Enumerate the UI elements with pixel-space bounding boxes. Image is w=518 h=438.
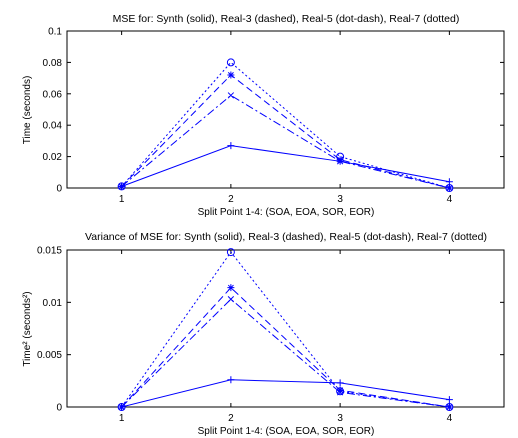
y-tick-label: 0.005 xyxy=(37,350,62,361)
y-axis: 0 0.005 0.01 0.015 xyxy=(37,246,504,414)
y-tick-label: 0.02 xyxy=(43,152,63,163)
series-line-dot-dash xyxy=(121,94,450,189)
x-axis-label: Split Point 1-4: (SOA, EOA, SOR, EOR) xyxy=(198,426,375,437)
data-point-circle xyxy=(336,387,345,396)
data-point-plus xyxy=(445,396,453,404)
x-tick-label: 1 xyxy=(119,194,125,205)
y-axis-label: Time² (seconds²) xyxy=(22,291,33,366)
y-tick-label: 0.08 xyxy=(43,58,63,69)
y-tick-label: 0 xyxy=(56,403,62,414)
data-point-x xyxy=(227,296,235,303)
series-line-dot-dash xyxy=(121,298,450,408)
data-point-circle xyxy=(226,58,235,67)
data-point-plus xyxy=(227,142,235,150)
data-point-star xyxy=(336,386,344,394)
series-line-solid xyxy=(121,379,450,408)
data-point-x xyxy=(118,183,125,190)
data-point-plus xyxy=(336,379,344,387)
data-point-circle xyxy=(445,184,454,192)
y-tick-label: 0.1 xyxy=(48,27,62,38)
series-line-dotted xyxy=(121,61,450,189)
data-point-x xyxy=(446,403,453,411)
x-tick-label: 2 xyxy=(228,194,234,205)
series-group xyxy=(117,58,454,192)
x-tick-label: 4 xyxy=(447,413,453,424)
x-axis-label: Split Point 1-4: (SOA, EOA, SOR, EOR) xyxy=(198,207,375,218)
x-tick-label: 3 xyxy=(337,194,343,205)
y-tick-label: 0.01 xyxy=(43,298,63,309)
data-point-plus xyxy=(227,376,235,384)
y-tick-label: 0.06 xyxy=(43,89,63,100)
series-line-dashed xyxy=(121,286,450,408)
y-tick-label: 0.04 xyxy=(43,121,63,132)
y-tick-label: 0.015 xyxy=(37,246,62,257)
data-point-star xyxy=(227,284,235,292)
y-axis-label: Time (seconds) xyxy=(22,76,33,145)
x-tick-label: 4 xyxy=(447,194,453,205)
data-point-circle xyxy=(117,182,126,191)
x-tick-label: 1 xyxy=(119,413,125,424)
chart-title: MSE for: Synth (solid), Real-3 (dashed),… xyxy=(113,13,460,25)
x-tick-label: 2 xyxy=(228,413,234,424)
chart-title: Variance of MSE for: Synth (solid), Real… xyxy=(85,231,487,243)
series-group xyxy=(117,248,454,411)
series-line-solid xyxy=(121,145,450,187)
data-point-circle xyxy=(336,152,345,161)
data-point-circle xyxy=(445,403,454,411)
y-axis: 0 0.02 0.04 0.06 0.08 0.1 xyxy=(43,27,504,195)
variance-chart: Variance of MSE for: Synth (solid), Real… xyxy=(22,231,505,437)
plot-area xyxy=(66,30,505,189)
y-tick-label: 0 xyxy=(56,184,62,195)
x-tick-label: 3 xyxy=(337,413,343,424)
data-point-x xyxy=(227,92,235,99)
data-point-circle xyxy=(226,248,235,257)
series-line-dashed xyxy=(121,74,450,189)
data-point-x xyxy=(118,403,125,411)
data-point-star xyxy=(227,71,235,79)
data-point-circle xyxy=(117,403,126,411)
plot-area xyxy=(66,249,505,408)
mse-chart: MSE for: Synth (solid), Real-3 (dashed),… xyxy=(22,13,505,218)
series-line-dotted xyxy=(121,251,450,408)
